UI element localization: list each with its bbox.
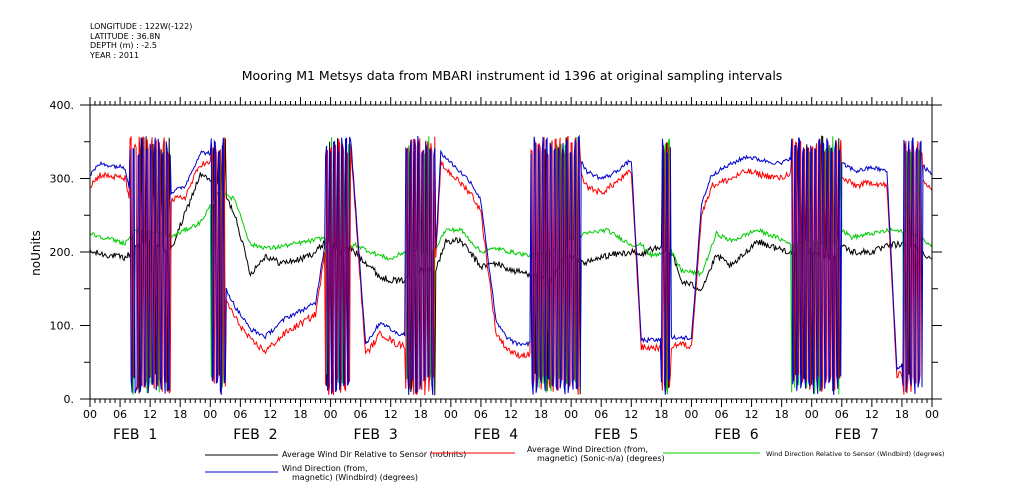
x-tick-label: 00 <box>203 408 217 421</box>
x-tick-label: 12 <box>865 408 879 421</box>
y-tick-label: 400. <box>50 99 75 112</box>
x-tick-label: 12 <box>504 408 518 421</box>
x-tick-label: 00 <box>324 408 338 421</box>
day-label: FEB 5 <box>594 427 638 443</box>
latitude-label: LATITUDE : 36.8N <box>90 31 161 41</box>
x-tick-label: 00 <box>83 408 97 421</box>
x-tick-label: 12 <box>263 408 277 421</box>
x-tick-label: 12 <box>384 408 398 421</box>
x-tick-label: 18 <box>895 408 909 421</box>
legend-item: Wind Direction (from, magnetic) (Windbird… <box>205 464 418 482</box>
series-line <box>89 134 933 396</box>
x-tick-label: 18 <box>294 408 308 421</box>
x-tick-label: 00 <box>564 408 578 421</box>
chart-title: Mooring M1 Metsys data from MBARI instru… <box>242 68 783 83</box>
y-tick-label: 100. <box>50 320 75 333</box>
legend-label-line: Average Wind Dir Relative to Sensor (noU… <box>282 450 466 459</box>
x-tick-label: 18 <box>173 408 187 421</box>
ticks-layer: 0. 100. 200. 300. 400. 00 06 12 18 00 06 12 18 00 06 12… <box>50 97 942 443</box>
day-label: FEB 2 <box>233 427 277 443</box>
x-tick-label: 18 <box>775 408 789 421</box>
x-tick-label: 06 <box>354 408 368 421</box>
y-tick-label: 300. <box>50 173 75 186</box>
x-tick-label: 12 <box>143 408 157 421</box>
x-tick-label: 00 <box>444 408 458 421</box>
longitude-label: LONGITUDE : 122W(-122) <box>90 22 193 31</box>
legend-label: Wind Direction Relative to Sensor (Windb… <box>766 450 944 458</box>
x-tick-label: 06 <box>113 408 127 421</box>
x-tick-label: 06 <box>594 408 608 421</box>
legend-label-line: Wind Direction Relative to Sensor (Windb… <box>766 450 944 458</box>
day-label: FEB 4 <box>474 427 518 443</box>
x-tick-label: 18 <box>654 408 668 421</box>
legend-label-line: Average Wind Direction (from, <box>527 445 648 454</box>
legend-label-line: Wind Direction (from, <box>282 464 368 473</box>
x-tick-label: 18 <box>414 408 428 421</box>
x-tick-label: 12 <box>745 408 759 421</box>
x-tick-label: 00 <box>925 408 939 421</box>
day-label: FEB 7 <box>835 427 879 443</box>
x-tick-label: 00 <box>684 408 698 421</box>
legend-item: Average Wind Direction (from, magnetic) (… <box>430 445 665 463</box>
day-label: FEB 3 <box>354 427 398 443</box>
series-line <box>89 136 933 395</box>
legend-item: Wind Direction Relative to Sensor (Windb… <box>663 450 944 458</box>
x-tick-label: 06 <box>715 408 729 421</box>
x-tick-label: 00 <box>805 408 819 421</box>
x-tick-label: 06 <box>233 408 247 421</box>
legend-label-line: magnetic) (Windbird) (degrees) <box>292 473 418 482</box>
day-label: FEB 6 <box>714 427 758 443</box>
y-axis-label: noUnits <box>29 230 43 276</box>
legend-item: Average Wind Dir Relative to Sensor (noU… <box>205 450 466 459</box>
series-layer <box>89 134 933 396</box>
x-tick-label: 12 <box>624 408 638 421</box>
x-tick-label: 18 <box>534 408 548 421</box>
legend-label: Average Wind Dir Relative to Sensor (noU… <box>282 450 466 459</box>
y-tick-label: 0. <box>64 393 75 406</box>
day-label: FEB 1 <box>113 427 157 443</box>
legend-label: Average Wind Direction (from, magnetic) (… <box>527 445 665 463</box>
legend: Average Wind Dir Relative to Sensor (noU… <box>205 445 944 482</box>
x-tick-label: 06 <box>474 408 488 421</box>
x-tick-label: 06 <box>835 408 849 421</box>
legend-label-line: magnetic) (Sonic-n/a) (degrees) <box>537 454 665 463</box>
year-label: YEAR : 2011 <box>90 50 140 60</box>
legend-label: Wind Direction (from, magnetic) (Windbird… <box>282 464 418 482</box>
depth-label: DEPTH (m) : -2.5 <box>90 41 157 50</box>
y-tick-label: 200. <box>50 246 75 259</box>
metadata-block: LONGITUDE : 122W(-122) LATITUDE : 36.8N … <box>90 22 192 60</box>
